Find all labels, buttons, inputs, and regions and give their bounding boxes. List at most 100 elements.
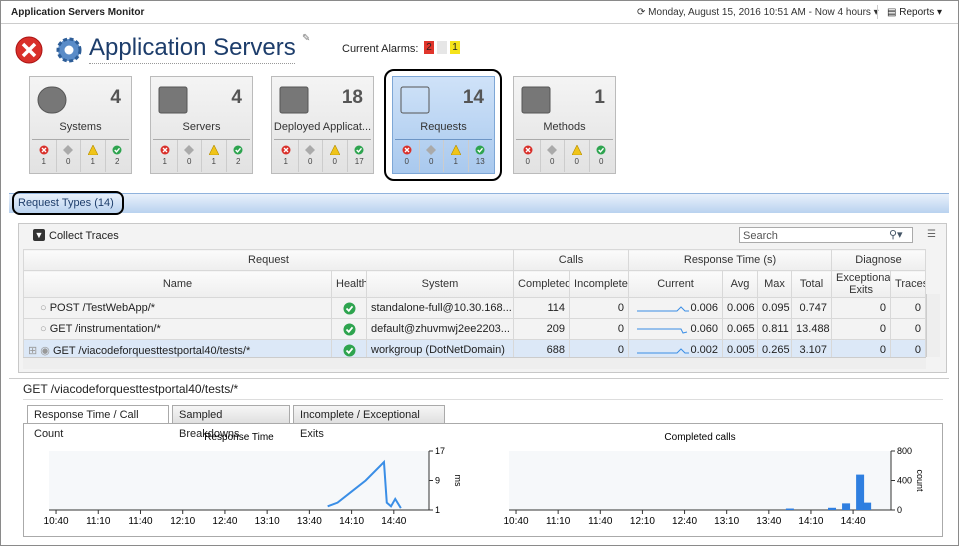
cell-text: 13.488 (796, 323, 830, 335)
separator (877, 5, 878, 19)
edit-icon[interactable]: ✎ (302, 33, 311, 44)
cell-traces: 0 (890, 339, 927, 361)
health-dot (343, 302, 355, 314)
column-header[interactable]: Exceptional Exits (831, 270, 892, 298)
cell-text: 0.002 (690, 343, 719, 356)
cell-text: 3.107 (799, 344, 828, 356)
table-row[interactable]: ⊞ ◉ GET /viacodeforquesttestportal40/tes… (23, 339, 927, 361)
column-menu[interactable]: ☰ (927, 229, 936, 240)
bar (856, 474, 865, 510)
cell-avg: 0.005 (722, 339, 759, 361)
tile[interactable]: 18 Deployed Applicat... 1 0 0 17 (271, 76, 374, 174)
tile-icon (400, 86, 430, 114)
column-header[interactable]: System (365, 270, 515, 298)
health-dot (343, 323, 355, 335)
column-header[interactable]: Health (331, 270, 367, 298)
app-title: Application Servers Monitor (11, 7, 145, 18)
y-axis-label: ms (453, 475, 463, 487)
x-tick-label: 13:10 (255, 516, 280, 527)
time-range-text: Monday, August 15, 2016 10:51 AM - Now 4… (648, 7, 871, 18)
cell-text: GET /viacodeforquesttestportal40/tests/* (52, 344, 251, 357)
search-icon[interactable]: ⚲▾ (889, 229, 903, 241)
state-icon (475, 145, 485, 155)
sparkline (636, 328, 687, 334)
state-icon (233, 145, 243, 155)
warning-alarm-count[interactable]: 1 (450, 41, 460, 54)
check (356, 147, 363, 153)
column-header[interactable]: Traces (890, 270, 927, 298)
state-cell: 0 (539, 140, 565, 172)
check (598, 147, 605, 153)
cell-text: 0 (879, 344, 887, 356)
tile[interactable]: 14 Requests 0 0 1 13 (392, 76, 495, 174)
state-cell: 1 (443, 140, 468, 172)
state-count: 0 (66, 157, 71, 166)
x-tick-label: 14:10 (339, 516, 364, 527)
state-count: 17 (354, 157, 364, 166)
title-icons (15, 36, 82, 64)
column-header[interactable]: Max (757, 270, 793, 298)
cell-exceptional: 0 (831, 339, 892, 361)
cell-text: default@zhuvmwj2ee2203... (371, 323, 510, 335)
tile[interactable]: 4 Servers 1 0 1 2 (150, 76, 253, 174)
cell-text: 0.747 (799, 302, 828, 314)
state-icon (329, 145, 340, 155)
x-tick-label: 11:40 (588, 516, 613, 527)
warning-triangle (571, 145, 582, 155)
state-icon (523, 145, 533, 155)
warning-triangle (450, 145, 461, 155)
state-count: 0 (429, 157, 434, 166)
table-row[interactable]: ○ GET /instrumentation/* default@zhuvmwj2… (23, 318, 927, 340)
sparkline (636, 348, 689, 354)
check (235, 147, 242, 153)
tile-icon-shape (521, 86, 551, 114)
collect-icon[interactable]: ▼ (33, 229, 45, 241)
h-scrollbar[interactable] (23, 357, 926, 369)
state-icon (450, 145, 461, 155)
highlight-outline (384, 69, 502, 181)
tab[interactable]: Response Time / Call Count (27, 405, 169, 440)
state-count: 0 (574, 157, 579, 166)
state-count: 0 (550, 157, 555, 166)
reports-menu[interactable]: ▤ Reports ▾ (887, 7, 943, 18)
state-cell: 0 (564, 140, 589, 172)
column-header[interactable]: Incomplete (569, 270, 630, 298)
state-count: 1 (90, 157, 95, 166)
cell-text: 0.006 (690, 301, 719, 314)
title-underline (89, 62, 295, 64)
y-tick-label: 0 (897, 505, 902, 515)
time-range[interactable]: ⟳ Monday, August 15, 2016 10:51 AM - Now… (637, 7, 879, 18)
state-icon (305, 145, 316, 155)
table-row[interactable]: ○ POST /TestWebApp/* standalone-full@10.3… (23, 297, 927, 319)
tile-icon-shape (158, 86, 188, 114)
tile-label: Methods (543, 121, 586, 133)
tile-count: 4 (110, 87, 121, 108)
tile[interactable]: 1 Methods 0 0 0 0 (513, 76, 616, 174)
tile-states: 1 0 1 2 (32, 139, 129, 172)
state-icon (426, 145, 437, 155)
check (345, 326, 353, 333)
x (525, 147, 531, 153)
cell-system: workgroup (DotNetDomain) (365, 339, 515, 361)
column-header[interactable]: Current (628, 270, 724, 298)
tile-count: 4 (231, 87, 242, 108)
tile[interactable]: 4 Systems 1 0 1 2 (29, 76, 132, 174)
column-header[interactable]: Completed (513, 270, 571, 298)
cell-system: standalone-full@10.30.168... (365, 297, 515, 319)
collect-traces[interactable]: Collect Traces (49, 230, 119, 242)
chart-panel (23, 423, 943, 537)
x (404, 147, 410, 153)
state-count: 1 (453, 157, 458, 166)
critical-alarm-count[interactable]: 2 (424, 41, 434, 54)
search-box[interactable] (739, 227, 913, 243)
state-cell: 0 (516, 140, 540, 172)
x (283, 147, 289, 153)
group-header: Diagnose (831, 249, 927, 271)
state-icon (354, 145, 364, 155)
radio: ○ (40, 323, 50, 335)
x-tick-label: 13:10 (714, 516, 739, 527)
scrollbar[interactable] (926, 294, 940, 357)
check (477, 147, 484, 153)
health-dot (343, 344, 355, 356)
column-header[interactable]: Total (791, 270, 833, 298)
